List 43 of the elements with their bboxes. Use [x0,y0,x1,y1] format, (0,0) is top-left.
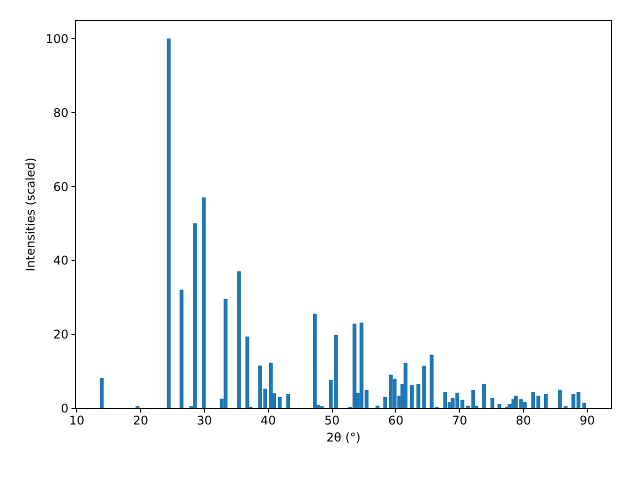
x-tick-label: 50 [324,414,340,428]
x-axis-title: 2θ (°) [326,430,361,444]
bar [422,366,426,408]
bar [544,394,548,408]
bar [404,362,408,408]
bar [193,223,197,408]
y-tick-label: 80 [53,106,68,120]
bar [313,314,317,408]
bar [410,385,414,408]
bar [224,298,228,408]
x-tick-label: 20 [132,414,148,428]
bar [278,396,282,408]
bar [268,362,273,408]
bar [245,336,250,408]
x-tick-label: 80 [516,414,532,428]
bar [166,38,171,408]
y-tick-label: 40 [53,254,68,268]
x-tick-label: 40 [260,414,276,428]
y-tick-label: 100 [46,32,68,46]
x-tick-label: 70 [452,414,468,428]
bar [202,197,206,408]
bar [286,394,290,408]
bar [416,384,420,408]
x-tick-label: 60 [388,414,404,428]
bar [392,378,397,408]
bar [180,290,184,408]
bar [237,271,241,408]
bar [383,396,388,408]
bar [497,404,502,408]
y-axis-title: Intensities (scaled) [24,158,38,272]
bar [490,398,494,408]
y-tick-label: 20 [53,328,68,342]
y-tick-label: 60 [53,180,68,194]
bar [558,390,562,408]
x-tick-label: 10 [69,414,84,428]
bar [388,374,393,408]
bar [443,392,448,408]
bar [100,378,104,408]
x-tick-label: 90 [580,414,595,428]
x-tick-label: 30 [196,414,212,428]
bar [522,402,527,408]
y-tick-label: 0 [60,402,68,416]
bar [482,384,486,408]
